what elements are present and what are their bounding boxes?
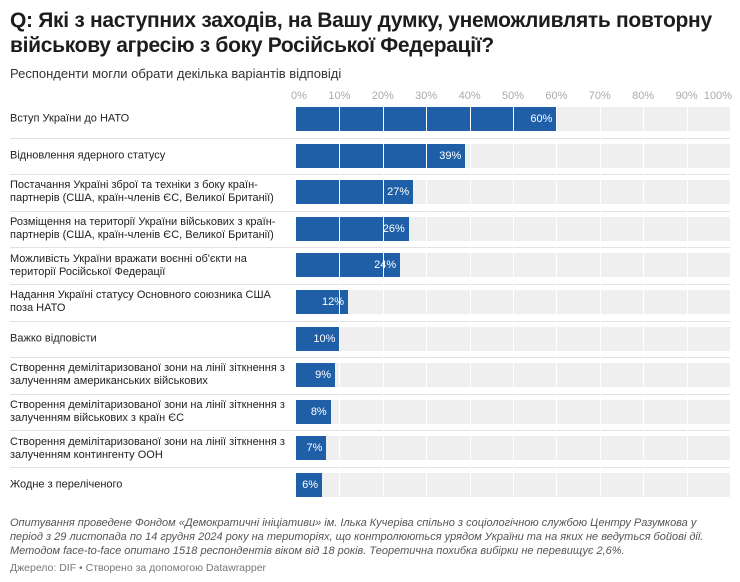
category-label: Вступ України до НАТО bbox=[10, 112, 130, 125]
gridline bbox=[556, 104, 558, 498]
bar-row: Надання Україні статусу Основного союзни… bbox=[0, 284, 740, 321]
bar-row: Важко відповісти bbox=[0, 321, 740, 358]
value-label: 24% bbox=[374, 259, 397, 272]
category-label: Надання Україні статусу Основного союзни… bbox=[10, 289, 271, 315]
bar-row: Розміщення на території України військов… bbox=[0, 211, 740, 248]
category-label: Постачання Україні зброї та техніки з бо… bbox=[10, 179, 274, 205]
gridline bbox=[469, 104, 471, 498]
category-label: Можливість України вражати воєнні об'єкт… bbox=[10, 252, 247, 278]
gridline bbox=[599, 104, 601, 498]
gridline bbox=[426, 104, 428, 498]
x-tick-label: 90% bbox=[675, 90, 698, 102]
x-tick-label: 60% bbox=[545, 90, 568, 102]
x-tick-label: 10% bbox=[328, 90, 351, 102]
value-label: 60% bbox=[530, 113, 553, 125]
row-separator bbox=[10, 357, 730, 359]
gridline bbox=[382, 104, 384, 498]
x-tick-label: 30% bbox=[415, 90, 438, 102]
gridline bbox=[339, 104, 341, 498]
x-tick-label: 50% bbox=[501, 90, 525, 102]
chart-subtitle: Респонденти могли обрати декілька варіан… bbox=[10, 66, 342, 81]
bar-row: Створення демілітаризованої зони на ліні… bbox=[0, 357, 740, 394]
bar bbox=[296, 363, 336, 388]
bar-row: Можливість України вражати воєнні об'єкт… bbox=[0, 247, 740, 284]
x-tick-label: 0% bbox=[291, 90, 307, 102]
bar bbox=[296, 326, 340, 351]
row-separator bbox=[10, 393, 730, 395]
source: Джерело: DIF • Створено за допомогою Dat… bbox=[10, 562, 267, 574]
bar bbox=[296, 143, 466, 168]
value-label: 7% bbox=[306, 442, 323, 455]
bar bbox=[296, 399, 331, 424]
value-label: 39% bbox=[439, 149, 462, 162]
value-label: 10% bbox=[313, 332, 336, 345]
bar bbox=[296, 180, 414, 205]
category-label: Розміщення на території України військов… bbox=[10, 216, 276, 242]
bar bbox=[296, 436, 327, 461]
value-label: 26% bbox=[382, 222, 405, 235]
value-label: 6% bbox=[302, 479, 319, 491]
gridline bbox=[643, 104, 645, 498]
gridline bbox=[686, 104, 688, 498]
x-tick-label: 70% bbox=[588, 90, 611, 102]
row-separator bbox=[10, 430, 730, 432]
category-label: Відновлення ядерного статусу bbox=[10, 149, 166, 162]
gridline bbox=[513, 104, 514, 498]
x-tick-label: 100% bbox=[703, 90, 733, 102]
bar-row: Відновлення ядерного статусу bbox=[0, 138, 740, 175]
row-separator bbox=[10, 467, 730, 468]
category-label: Жодне з переліченого bbox=[10, 478, 123, 491]
bar bbox=[296, 473, 323, 497]
category-label: Створення демілітаризованої зони на ліні… bbox=[10, 362, 285, 388]
value-label: 27% bbox=[387, 186, 410, 199]
value-label: 8% bbox=[310, 405, 327, 418]
bar-row: Створення демілітаризованої зони на ліні… bbox=[0, 394, 740, 431]
notes: Опитування проведене Фондом «Демократичн… bbox=[10, 517, 704, 557]
x-tick-label: 20% bbox=[371, 90, 394, 102]
bar bbox=[296, 216, 409, 241]
row-separator bbox=[10, 284, 730, 285]
bar-row: Вступ України до НАТО bbox=[0, 101, 740, 138]
bar-row: Постачання Україні зброї та техніки з бо… bbox=[0, 174, 740, 211]
category-label: Створення демілітаризованої зони на ліні… bbox=[10, 399, 285, 425]
bar-row: Жодне з переліченого bbox=[0, 467, 740, 504]
category-label: Створення демілітаризованої зони на ліні… bbox=[10, 435, 285, 461]
x-tick-label: 40% bbox=[458, 90, 481, 102]
row-separator bbox=[10, 137, 730, 139]
row-separator bbox=[10, 320, 730, 322]
row-separator bbox=[10, 174, 730, 176]
x-tick-label: 80% bbox=[632, 90, 655, 102]
row-separator bbox=[10, 210, 730, 212]
category-label: Важко відповісти bbox=[10, 332, 97, 345]
value-label: 9% bbox=[315, 369, 332, 382]
row-separator bbox=[10, 247, 730, 249]
value-label: 12% bbox=[322, 296, 345, 308]
bar-row: Створення демілітаризованої зони на ліні… bbox=[0, 430, 740, 467]
chart-title: Q: Які з наступних заходів, на Вашу думк… bbox=[10, 9, 712, 57]
